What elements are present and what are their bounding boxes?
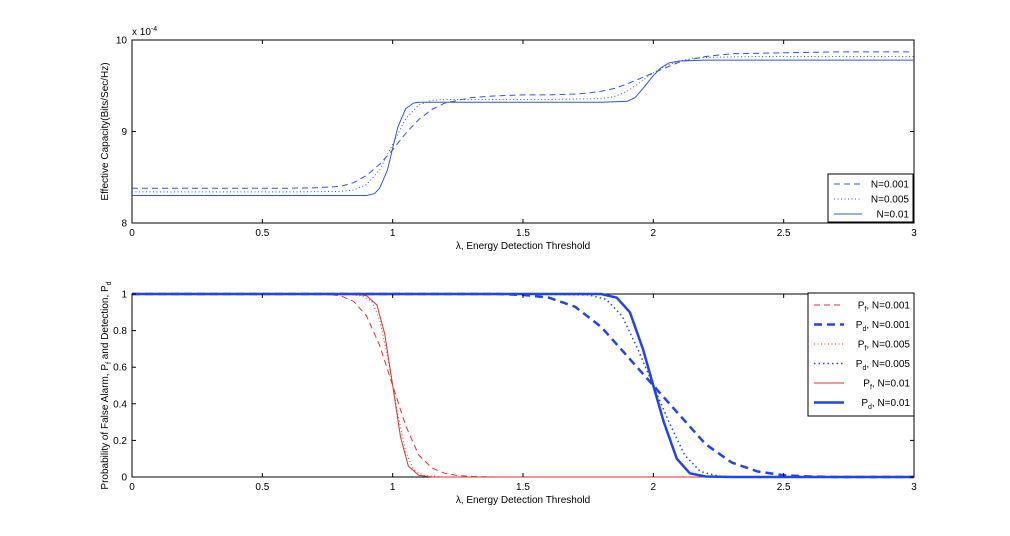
capacity-x-axis-label: λ, Energy Detection Threshold [456,241,590,252]
capacity-y-tick-label: 8 [121,219,127,230]
legend-label-main: P [858,340,865,351]
capacity-x-tick-label: 0 [129,228,135,239]
capacity-legend-label-2: N=0.005 [871,195,910,206]
capacity-series-line-3 [132,59,914,196]
probability-legend-label-5: Pf, N=0.01 [863,379,910,392]
probability-y-tick-label: 0.6 [113,363,127,374]
probability-x-tick-label: 0.5 [255,482,269,493]
legend-label-tail: , N=0.001 [866,320,910,331]
probability-series-line-5 [132,293,914,478]
capacity-y-tick-label: 9 [121,127,127,138]
capacity-legend-box [827,173,914,223]
capacity-legend: N=0.001 N=0.005 N=0.01 [827,173,914,223]
probability-y-axis-label-sub1: f [106,362,113,364]
probability-series-line-6 [132,292,914,479]
probability-series-group [132,292,914,479]
legend-label-main: P [858,301,865,312]
probability-x-tick-label: 1.5 [516,482,530,493]
probability-y-axis-label-sub2: d [106,281,113,285]
capacity-x-tick-label: 1 [390,228,396,239]
capacity-legend-label-1: N=0.001 [871,180,910,191]
legend-label-tail: , N=0.005 [866,340,910,351]
probability-x-tick-label: 1 [390,482,396,493]
probability-x-tick-label: 0 [129,482,135,493]
legend-label-main: P [856,320,863,331]
legend-label-main: P [861,398,868,409]
probability-y-tick-label: 0.2 [113,436,127,447]
capacity-y-exponent-power: -4 [151,26,157,33]
capacity-series-line-1 [132,51,914,189]
probability-legend-label-1: Pf, N=0.001 [858,301,911,314]
legend-label-sub: d [862,365,866,372]
probability-y-tick-label: 0.8 [113,326,127,337]
capacity-x-tick-label: 0.5 [255,228,269,239]
capacity-chart: 0 0.5 1 1.5 2 2.5 3 8 9 10 x 10-4 λ, Energy Detec… [100,26,917,252]
probability-legend-label-4: Pd, N=0.005 [856,359,911,372]
probability-x-tick-label: 2.5 [777,482,791,493]
probability-x-axis-label: λ, Energy Detection Threshold [456,495,590,506]
legend-label-sub: d [868,404,872,411]
capacity-legend-label-3: N=0.01 [876,210,909,221]
capacity-y-axis-label: Effective Capacity(Bits/Sec/Hz) [100,62,111,200]
legend-label-tail: , N=0.01 [872,379,911,390]
capacity-x-tick-label: 3 [911,228,917,239]
probability-legend-label-3: Pf, N=0.005 [858,340,911,353]
probability-chart: 0 0.5 1 1.5 2 2.5 3 0 0.2 0.4 0.6 0.8 1 λ, Energy De… [100,281,917,506]
capacity-series-group [132,51,914,196]
probability-plot-area [131,293,915,478]
capacity-y-tick-label: 10 [116,36,128,47]
probability-legend-box [807,292,915,417]
legend-label-tail: , N=0.005 [866,359,910,370]
probability-y-tick-label: 0.4 [113,399,127,410]
probability-y-axis-label-main: Probability of False Alarm, P [100,364,111,490]
legend-label-main: P [863,379,870,390]
probability-legend-label-6: Pd, N=0.01 [861,398,910,411]
legend-label-tail: , N=0.001 [866,301,910,312]
probability-y-tick-label: 1 [121,290,127,301]
capacity-x-tick-label: 1.5 [516,228,530,239]
legend-label-sub: f [870,385,872,392]
capacity-x-tick-label: 2.5 [777,228,791,239]
capacity-ticks: 0 0.5 1 1.5 2 2.5 3 8 9 10 [116,36,917,240]
probability-y-axis-label-mid: and Detection, P [100,285,111,362]
capacity-x-tick-label: 2 [651,228,657,239]
legend-label-sub: f [864,346,866,353]
legend-label-tail: , N=0.01 [872,398,911,409]
probability-y-tick-label: 0 [121,473,127,484]
capacity-y-exponent-base: x 10 [132,27,151,38]
probability-x-tick-label: 2 [651,482,657,493]
probability-x-tick-label: 3 [911,482,917,493]
probability-legend-label-2: Pd, N=0.001 [856,320,911,333]
probability-y-axis-label: Probability of False Alarm, Pf and Detec… [100,281,113,489]
legend-label-main: P [856,359,863,370]
legend-label-sub: d [862,326,866,333]
capacity-plot-area [131,39,915,224]
capacity-y-exponent: x 10-4 [132,26,157,38]
legend-label-sub: f [864,307,866,314]
